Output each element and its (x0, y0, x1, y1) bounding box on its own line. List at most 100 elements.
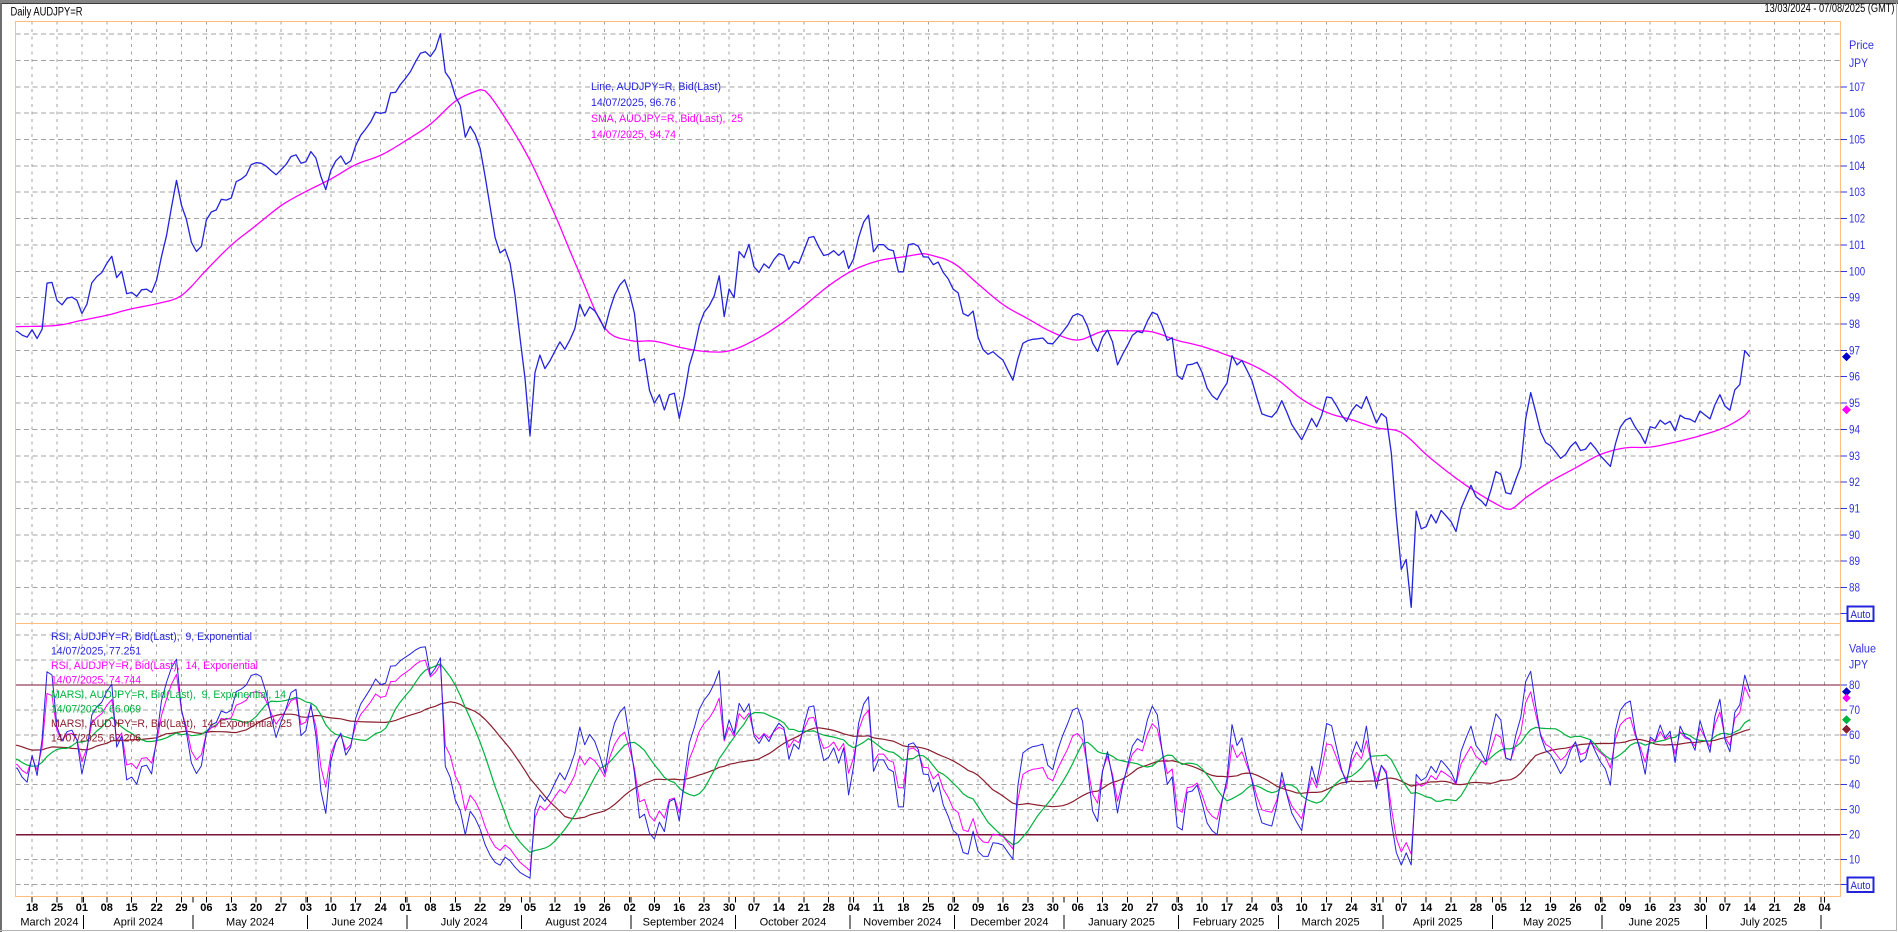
svg-text:MARSI, AUDJPY=R, Bid(Last), 9: MARSI, AUDJPY=R, Bid(Last), 9, Exponenti… (51, 689, 286, 701)
svg-text:25: 25 (922, 902, 934, 914)
svg-text:Value: Value (1849, 644, 1876, 656)
svg-text:30: 30 (723, 902, 735, 914)
svg-text:April 2024: April 2024 (113, 917, 163, 929)
svg-text:13: 13 (225, 902, 237, 914)
svg-text:21: 21 (1769, 902, 1781, 914)
svg-text:102: 102 (1849, 214, 1865, 226)
svg-text:89: 89 (1849, 556, 1860, 568)
svg-text:16: 16 (1644, 902, 1656, 914)
svg-text:70: 70 (1849, 705, 1860, 717)
svg-text:August 2024: August 2024 (545, 917, 607, 929)
svg-text:14/07/2025, 66.069: 14/07/2025, 66.069 (51, 704, 141, 716)
svg-text:October 2024: October 2024 (760, 917, 827, 929)
svg-text:02: 02 (1594, 902, 1606, 914)
svg-text:14: 14 (773, 902, 786, 914)
svg-text:107: 107 (1849, 82, 1865, 94)
svg-text:104: 104 (1849, 161, 1866, 173)
svg-text:24: 24 (1246, 902, 1259, 914)
svg-text:04: 04 (847, 902, 860, 914)
svg-text:03: 03 (300, 902, 312, 914)
svg-text:20: 20 (250, 902, 262, 914)
svg-text:25: 25 (51, 902, 63, 914)
svg-text:24: 24 (374, 902, 387, 914)
svg-text:31: 31 (1370, 902, 1382, 914)
svg-text:09: 09 (648, 902, 660, 914)
svg-text:10: 10 (325, 902, 337, 914)
svg-text:03: 03 (1171, 902, 1183, 914)
svg-text:JPY: JPY (1849, 58, 1868, 70)
svg-text:17: 17 (1320, 902, 1332, 914)
svg-text:07: 07 (1395, 902, 1407, 914)
svg-text:30: 30 (1849, 805, 1860, 817)
svg-text:08: 08 (424, 902, 436, 914)
svg-text:20: 20 (1849, 830, 1860, 842)
svg-text:05: 05 (524, 902, 536, 914)
svg-text:93: 93 (1849, 451, 1860, 463)
svg-text:94: 94 (1849, 425, 1861, 437)
svg-text:July 2024: July 2024 (441, 917, 488, 929)
svg-text:March 2025: March 2025 (1302, 917, 1360, 929)
svg-text:21: 21 (1445, 902, 1457, 914)
svg-text:95: 95 (1849, 398, 1860, 410)
svg-text:SMA, AUDJPY=R, Bid(Last), 25: SMA, AUDJPY=R, Bid(Last), 25 (591, 113, 743, 125)
svg-text:26: 26 (599, 902, 611, 914)
svg-text:12: 12 (1520, 902, 1532, 914)
svg-text:14/07/2025, 74.744: 14/07/2025, 74.744 (51, 675, 141, 687)
svg-text:February 2025: February 2025 (1193, 917, 1265, 929)
svg-text:10: 10 (1296, 902, 1308, 914)
svg-text:April 2025: April 2025 (1413, 917, 1463, 929)
svg-text:JPY: JPY (1849, 660, 1868, 672)
svg-text:Line, AUDJPY=R, Bid(Last): Line, AUDJPY=R, Bid(Last) (591, 81, 721, 93)
svg-text:07: 07 (748, 902, 760, 914)
svg-text:28: 28 (823, 902, 835, 914)
svg-text:MARSI, AUDJPY=R, Bid(Last), 1: MARSI, AUDJPY=R, Bid(Last), 14, Exponent… (51, 718, 292, 730)
svg-text:103: 103 (1849, 187, 1865, 199)
svg-text:27: 27 (275, 902, 287, 914)
svg-text:22: 22 (150, 902, 162, 914)
svg-text:19: 19 (1544, 902, 1556, 914)
svg-text:17: 17 (350, 902, 362, 914)
svg-text:98: 98 (1849, 319, 1860, 331)
svg-text:91: 91 (1849, 504, 1860, 516)
svg-text:18: 18 (26, 902, 38, 914)
svg-text:10: 10 (1849, 855, 1860, 867)
svg-text:May 2024: May 2024 (226, 917, 274, 929)
svg-text:88: 88 (1849, 583, 1860, 595)
svg-text:06: 06 (200, 902, 212, 914)
svg-text:14: 14 (1420, 902, 1433, 914)
svg-text:26: 26 (1569, 902, 1581, 914)
svg-text:105: 105 (1849, 135, 1865, 147)
svg-text:16: 16 (673, 902, 685, 914)
svg-text:07: 07 (1719, 902, 1731, 914)
svg-text:November 2024: November 2024 (863, 917, 941, 929)
svg-text:21: 21 (798, 902, 810, 914)
svg-text:90: 90 (1849, 530, 1860, 542)
svg-text:Price: Price (1849, 40, 1874, 52)
svg-text:60: 60 (1849, 730, 1860, 742)
svg-text:02: 02 (947, 902, 959, 914)
svg-text:28: 28 (1470, 902, 1482, 914)
svg-text:96: 96 (1849, 372, 1860, 384)
svg-text:July 2025: July 2025 (1740, 917, 1787, 929)
svg-text:29: 29 (499, 902, 511, 914)
svg-text:RSI, AUDJPY=R, Bid(Last), 9,: RSI, AUDJPY=R, Bid(Last), 9, Exponential (51, 631, 252, 643)
svg-text:50: 50 (1849, 755, 1860, 767)
svg-text:06: 06 (1071, 902, 1083, 914)
svg-text:May 2025: May 2025 (1523, 917, 1571, 929)
svg-text:92: 92 (1849, 477, 1860, 489)
svg-text:09: 09 (972, 902, 984, 914)
svg-text:March 2024: March 2024 (20, 917, 78, 929)
svg-text:05: 05 (1495, 902, 1507, 914)
svg-text:18: 18 (897, 902, 909, 914)
svg-text:10: 10 (1196, 902, 1208, 914)
svg-text:17: 17 (1221, 902, 1233, 914)
svg-text:40: 40 (1849, 780, 1860, 792)
svg-text:23: 23 (698, 902, 710, 914)
svg-text:Daily AUDJPY=R: Daily AUDJPY=R (11, 7, 83, 19)
svg-text:15: 15 (449, 902, 461, 914)
svg-text:June 2024: June 2024 (332, 917, 383, 929)
svg-text:01: 01 (399, 902, 411, 914)
svg-text:101: 101 (1849, 240, 1865, 252)
svg-text:23: 23 (1669, 902, 1681, 914)
svg-text:27: 27 (1146, 902, 1158, 914)
